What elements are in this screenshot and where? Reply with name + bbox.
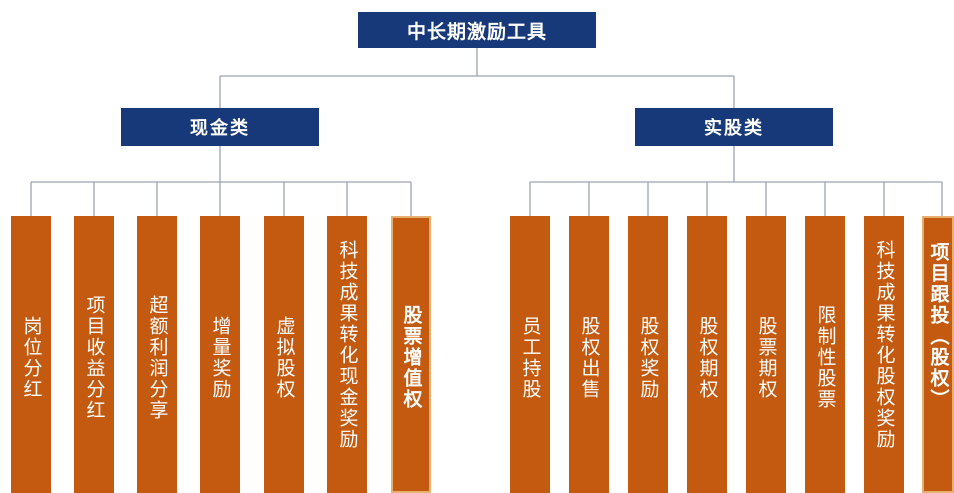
leaf-label: 超额利润分享 <box>146 294 169 421</box>
leaf-equity-2: 股权出售 <box>569 216 609 493</box>
category-equity-label: 实股类 <box>704 118 764 139</box>
category-cash: 现金类 <box>121 108 319 146</box>
category-cash-label: 现金类 <box>190 118 250 139</box>
leaf-label: 限制性股票 <box>814 305 837 410</box>
leaf-label: 股票期权 <box>755 315 778 400</box>
leaf-cash-5: 虚拟股权 <box>264 216 304 493</box>
leaf-cash-3: 超额利润分享 <box>137 216 177 493</box>
leaf-equity-4: 股权期权 <box>687 216 727 493</box>
leaf-equity-5: 股票期权 <box>746 216 786 493</box>
leaf-equity-3: 股权奖励 <box>628 216 668 493</box>
root-label: 中长期激励工具 <box>406 20 547 43</box>
leaf-cash-2: 项目收益分红 <box>74 216 114 493</box>
leaf-label: 虚拟股权 <box>273 315 296 400</box>
leaf-cash-1: 岗位分红 <box>11 216 51 493</box>
leaf-cash-6: 科技成果转化现金奖励 <box>327 216 367 493</box>
leaf-equity-8: 项目跟投（股权） <box>922 216 954 493</box>
leaf-cash-7: 股票增值权 <box>391 216 431 493</box>
leaf-label: 股权出售 <box>578 315 601 400</box>
leaf-label: 项目收益分红 <box>83 294 106 421</box>
leaf-equity-1: 员工持股 <box>510 216 550 493</box>
leaf-equity-7: 科技成果转化股权奖励 <box>864 216 904 493</box>
leaf-label: 股票增值权 <box>400 305 423 410</box>
leaf-label: 科技成果转化现金奖励 <box>336 240 359 450</box>
leaf-label: 科技成果转化股权奖励 <box>873 240 896 450</box>
leaf-label: 股权奖励 <box>637 315 660 400</box>
category-equity: 实股类 <box>635 108 833 146</box>
leaf-equity-6: 限制性股票 <box>805 216 845 493</box>
leaf-label: 增量奖励 <box>209 315 232 400</box>
leaf-label: 股权期权 <box>696 315 719 400</box>
leaf-cash-4: 增量奖励 <box>200 216 240 493</box>
leaf-label: 员工持股 <box>519 315 542 400</box>
leaf-label: 项目跟投（股权） <box>927 242 950 410</box>
leaf-label: 岗位分红 <box>20 315 43 400</box>
root-node: 中长期激励工具 <box>358 12 596 48</box>
